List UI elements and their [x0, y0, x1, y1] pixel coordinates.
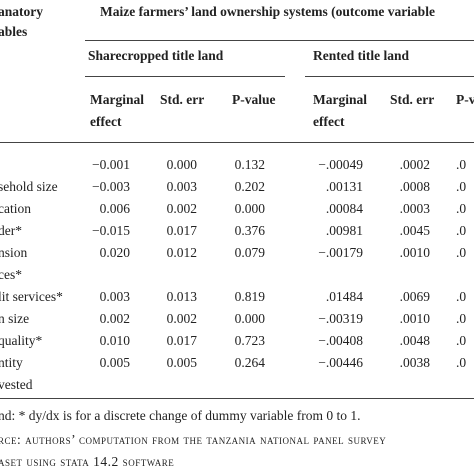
row-label: n size — [0, 311, 30, 326]
cell: 0.819 — [234, 289, 265, 304]
cell: 0.017 — [166, 223, 197, 238]
cell: .0038 — [399, 355, 430, 370]
cell: −0.003 — [92, 179, 130, 194]
cell: .00981 — [325, 223, 363, 238]
source-note: rce: authors’ computation from the tanza… — [0, 432, 387, 447]
row-label: sehold size — [0, 179, 58, 194]
source-note: aset using stata 14.2 software — [0, 454, 175, 469]
table-title: Maize farmers’ land ownership systems (o… — [100, 4, 435, 19]
row-label: ces* — [0, 267, 22, 282]
cell: 0.264 — [234, 355, 265, 370]
footnote: nd: * dy/dx is for a discrete change of … — [0, 408, 361, 423]
cell: .0002 — [399, 157, 430, 172]
row-label: quality* — [0, 333, 43, 348]
cell: .0008 — [399, 179, 430, 194]
column-header: effect — [313, 114, 345, 129]
cell: 0.132 — [234, 157, 265, 172]
row-label: lit services* — [0, 289, 63, 304]
cell: 0.000 — [234, 311, 265, 326]
cell: .0003 — [399, 201, 430, 216]
cell: .01484 — [325, 289, 363, 304]
column-header: effect — [90, 114, 122, 129]
cell: 0.005 — [166, 355, 197, 370]
cell: .0 — [456, 179, 467, 194]
row-label: der* — [0, 223, 22, 238]
cell: 0.002 — [166, 201, 197, 216]
row-label: nsion — [0, 245, 28, 260]
cell: .00084 — [325, 201, 363, 216]
cell: .0045 — [399, 223, 430, 238]
cell: 0.003 — [166, 179, 197, 194]
cell: 0.202 — [234, 179, 265, 194]
cell: .0 — [456, 201, 467, 216]
cell: −0.001 — [92, 157, 130, 172]
cell: .0010 — [399, 311, 430, 326]
cell: .0 — [456, 245, 467, 260]
rule — [85, 40, 474, 41]
rule — [0, 398, 474, 399]
cell: .0069 — [399, 289, 430, 304]
cell: −.00179 — [318, 245, 363, 260]
cell: 0.002 — [99, 311, 130, 326]
cell: 0.376 — [234, 223, 265, 238]
stub-header: anatory — [0, 4, 43, 19]
cell: −.00049 — [318, 157, 363, 172]
cell: 0.005 — [99, 355, 130, 370]
column-header: Marginal — [90, 92, 144, 107]
cell: .0 — [456, 333, 467, 348]
group-header: Sharecropped title land — [88, 48, 224, 63]
cell: .0 — [456, 289, 467, 304]
cell: 0.010 — [99, 333, 130, 348]
cell: .0010 — [399, 245, 430, 260]
cell: −.00408 — [318, 333, 363, 348]
cell: 0.000 — [166, 157, 197, 172]
cell: 0.079 — [234, 245, 265, 260]
cell: 0.017 — [166, 333, 197, 348]
cell: .0 — [456, 311, 467, 326]
group-header: Rented title land — [313, 48, 409, 63]
cell: 0.020 — [99, 245, 130, 260]
row-label: cation — [0, 201, 31, 216]
cell: .0 — [456, 355, 467, 370]
column-header: P-v — [456, 92, 474, 107]
cell: 0.013 — [166, 289, 197, 304]
stub-header: ables — [0, 24, 28, 39]
column-header: Std. err — [160, 92, 205, 107]
rule — [85, 76, 285, 77]
cell: 0.006 — [99, 201, 130, 216]
cell: .0048 — [399, 333, 430, 348]
cell: 0.723 — [234, 333, 265, 348]
cell: .0 — [456, 157, 467, 172]
rule — [0, 142, 474, 143]
row-label: ntity — [0, 355, 23, 370]
rule — [305, 76, 474, 77]
cell: 0.000 — [234, 201, 265, 216]
cell: 0.012 — [166, 245, 197, 260]
cell: −0.015 — [92, 223, 130, 238]
cell: −.00446 — [318, 355, 363, 370]
cell: 0.003 — [99, 289, 130, 304]
cell: .0 — [456, 223, 467, 238]
column-header: Std. err — [390, 92, 435, 107]
cell: −.00319 — [318, 311, 363, 326]
cell: 0.002 — [166, 311, 197, 326]
column-header: P-value — [232, 92, 276, 107]
cell: .00131 — [325, 179, 363, 194]
column-header: Marginal — [313, 92, 367, 107]
row-label: vested — [0, 377, 33, 392]
